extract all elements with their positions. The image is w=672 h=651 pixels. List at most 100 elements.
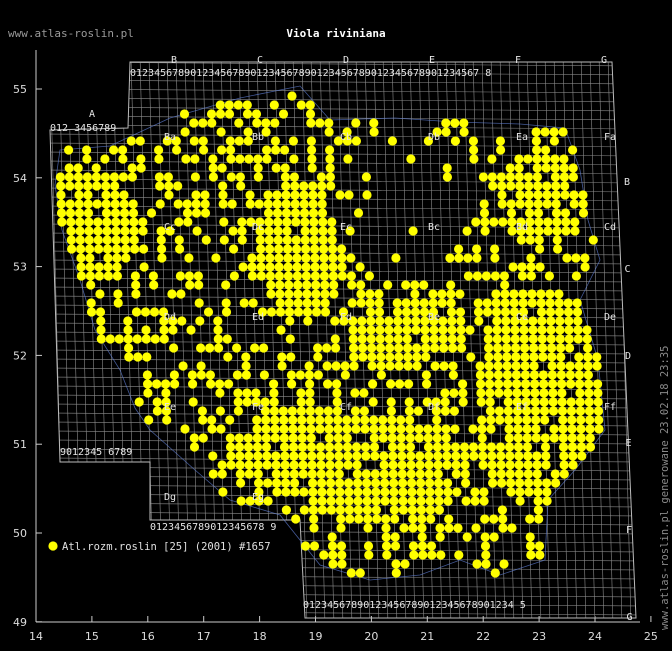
occurrence-dot [388,451,398,461]
occurrence-dot [547,352,557,362]
grid-square-code: Cd [604,222,616,233]
occurrence-dot [123,334,133,344]
occurrence-dot [196,343,206,353]
occurrence-dot [394,352,404,362]
occurrence-dot [226,154,236,164]
occurrence-dot [381,523,391,533]
occurrence-dot [475,370,485,380]
occurrence-dot [196,370,206,380]
occurrence-dot [538,370,549,380]
occurrence-dot [274,253,284,263]
occurrence-dot [337,253,347,263]
occurrence-dot [319,262,329,272]
occurrence-dot [559,460,569,470]
occurrence-dot [101,181,111,191]
occurrence-dot [351,415,361,425]
occurrence-dot [219,217,229,227]
occurrence-dot [255,235,265,245]
occurrence-dot [76,262,86,272]
occurrence-dot [332,397,342,407]
occurrence-dot [96,334,106,344]
occurrence-dot [513,415,523,425]
occurrence-dot [450,118,460,128]
occurrence-dot [366,334,376,344]
occurrence-dot [369,433,379,443]
occurrence-dot [446,298,456,308]
occurrence-dot [177,316,187,326]
occurrence-dot [289,172,299,182]
occurrence-dot [186,325,196,335]
occurrence-dot [349,343,359,353]
occurrence-dot [224,109,235,119]
occurrence-dot [302,280,312,290]
occurrence-dot [411,316,421,326]
occurrence-dot [559,154,569,164]
occurrence-dot [481,550,491,560]
occurrence-dot [529,370,540,380]
occurrence-dot [492,334,502,344]
occurrence-dot [328,244,338,254]
occurrence-dot [205,370,215,380]
occurrence-dot [450,442,461,452]
occurrence-dot [257,307,268,317]
occurrence-dot [290,199,300,209]
occurrence-dot [487,460,497,470]
x-tick-label: 20 [364,630,378,643]
occurrence-dot [545,298,555,308]
occurrence-dot [576,424,586,434]
occurrence-dot [442,163,452,173]
occurrence-dot [191,199,201,209]
occurrence-dot [162,136,172,146]
occurrence-dot [213,334,223,344]
occurrence-dot [64,163,74,173]
occurrence-dot [583,361,593,371]
occurrence-dot [127,163,137,173]
occurrence-dot [584,388,594,398]
occurrence-dot [223,352,233,362]
occurrence-dot [371,487,381,497]
occurrence-dot [529,343,539,353]
occurrence-dot [429,316,439,326]
occurrence-dot [374,289,384,299]
occurrence-dot [154,145,164,155]
occurrence-dot [272,487,282,497]
occurrence-dot [566,397,576,407]
occurrence-dot [313,370,323,380]
occurrence-dot [544,271,555,281]
occurrence-dot [298,460,308,470]
occurrence-dot [178,361,188,371]
occurrence-dot [548,406,559,416]
grid-square-code: Cc [164,222,176,233]
occurrence-dot [538,343,548,353]
occurrence-dot [208,172,218,182]
occurrence-dot [568,451,578,461]
occurrence-dot [327,217,337,227]
occurrence-dot [387,415,397,425]
occurrence-dot [283,244,293,254]
occurrence-dot [310,262,320,272]
occurrence-dot [416,487,426,497]
occurrence-dot [344,496,354,506]
legend-dot [48,541,58,551]
occurrence-dot [224,379,234,389]
occurrence-dot [293,289,303,299]
occurrence-dot [284,298,294,308]
occurrence-dot [83,181,93,191]
occurrence-dot [335,487,345,497]
grid-row-letter: E [625,438,631,449]
occurrence-dot [389,505,399,515]
occurrence-dot [554,298,564,308]
occurrence-dot [496,460,506,470]
occurrence-dot [172,145,182,155]
occurrence-dot [423,433,433,443]
occurrence-dot [334,451,344,461]
occurrence-dot [553,244,563,254]
occurrence-dot [253,172,263,182]
occurrence-dot [519,334,529,344]
occurrence-dot [397,451,407,461]
occurrence-dot [307,469,317,479]
occurrence-dot [215,109,226,119]
occurrence-dot [514,163,524,173]
occurrence-dot [319,550,329,560]
grid-square-code: Bb [252,132,264,143]
